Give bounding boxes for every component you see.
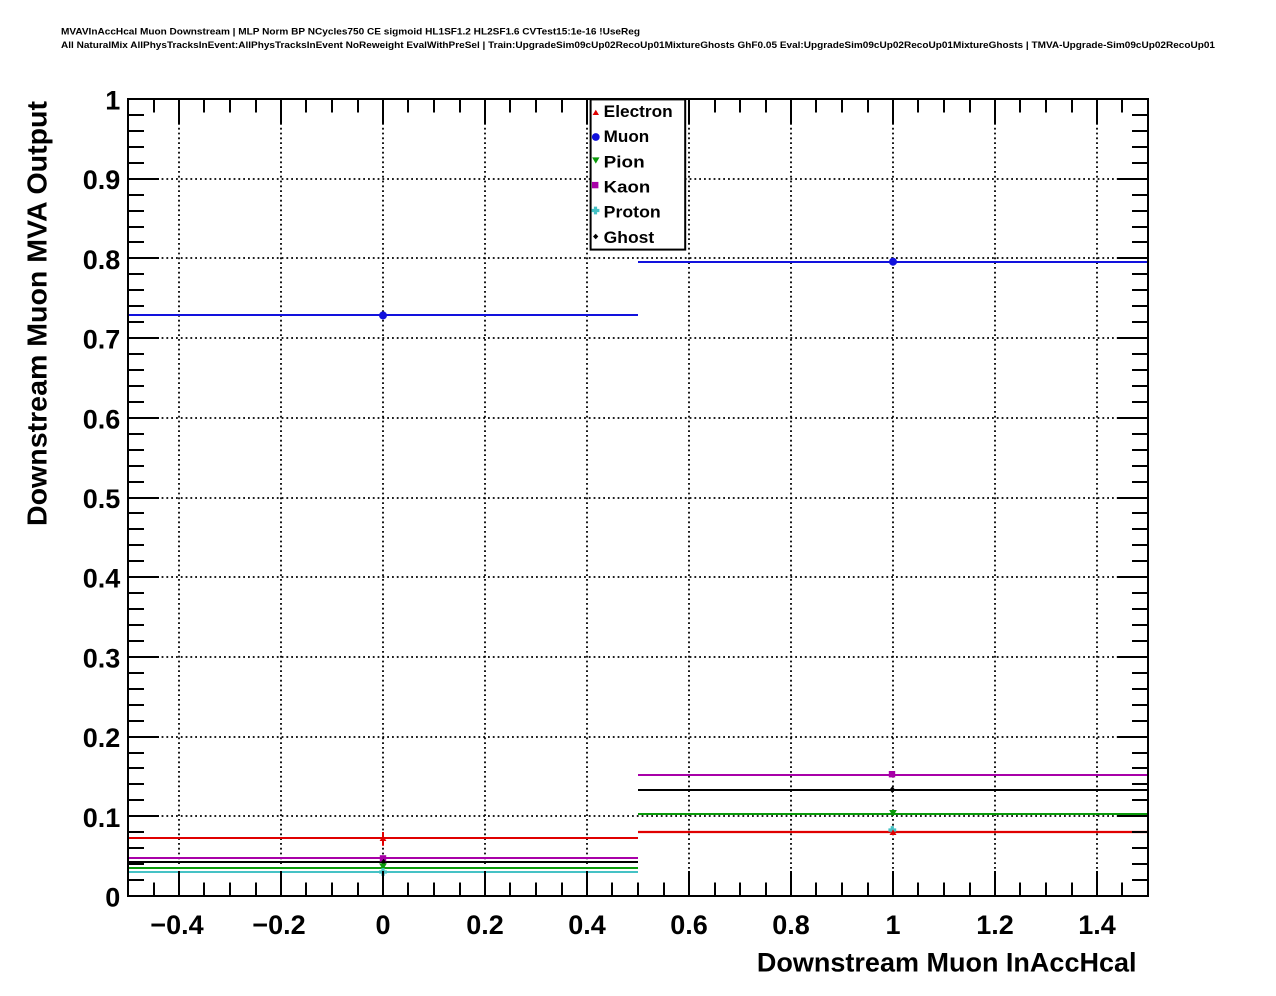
svg-text:0.6: 0.6 [83,404,121,434]
svg-text:0.7: 0.7 [83,325,121,355]
svg-text:−0.2: −0.2 [252,910,305,940]
svg-text:0.3: 0.3 [83,643,121,673]
svg-text:0.5: 0.5 [83,484,121,514]
svg-text:Kaon: Kaon [604,178,651,197]
svg-text:0.2: 0.2 [83,723,121,753]
svg-text:1: 1 [105,86,120,116]
svg-text:0: 0 [375,910,390,940]
svg-text:1.4: 1.4 [1078,910,1116,940]
svg-text:Proton: Proton [604,203,661,222]
svg-text:1: 1 [885,910,900,940]
svg-text:Downstream Muon MVA Output: Downstream Muon MVA Output [22,101,53,526]
svg-text:MVAVInAccHcal Muon Downstream: MVAVInAccHcal Muon Downstream | MLP Norm… [61,27,640,38]
svg-text:0.9: 0.9 [83,165,121,195]
svg-text:Downstream Muon InAccHcal: Downstream Muon InAccHcal [757,948,1137,978]
svg-text:0.8: 0.8 [83,245,121,275]
svg-text:1.2: 1.2 [976,910,1014,940]
svg-text:0.4: 0.4 [83,564,121,594]
svg-text:0.4: 0.4 [568,910,606,940]
svg-text:0.8: 0.8 [772,910,810,940]
svg-text:Muon: Muon [604,127,650,146]
svg-text:0.1: 0.1 [83,803,121,833]
svg-text:Pion: Pion [604,152,645,171]
svg-text:All NaturalMix AllPhysTracksIn: All NaturalMix AllPhysTracksInEvent:AllP… [61,40,1216,51]
svg-text:0.2: 0.2 [466,910,504,940]
svg-text:0: 0 [105,883,120,913]
svg-text:−0.4: −0.4 [150,910,203,940]
svg-text:Electron: Electron [604,102,673,121]
svg-text:0.6: 0.6 [670,910,708,940]
svg-text:Ghost: Ghost [604,228,655,247]
